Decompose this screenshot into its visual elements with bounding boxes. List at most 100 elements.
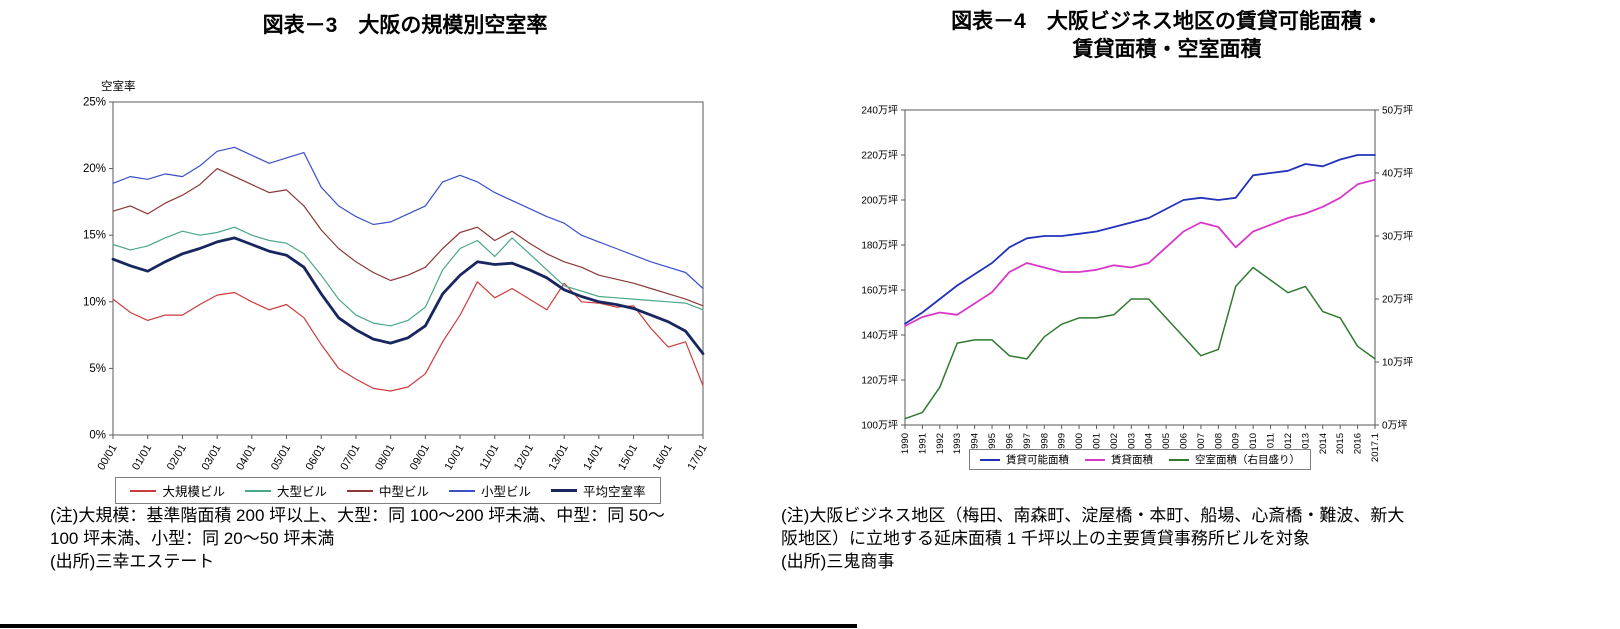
plot-border [112, 101, 704, 436]
legend-line-marker [1169, 458, 1189, 461]
svg-text:2013: 2013 [1300, 433, 1311, 454]
svg-text:2004: 2004 [1144, 433, 1155, 454]
series-line-rented-area [904, 178, 1376, 327]
svg-text:100万坪: 100万坪 [861, 419, 898, 432]
figure-4-title-line-1: 図表－4 大阪ビジネス地区の賃貸可能面積・ [951, 10, 1383, 33]
legend-line-marker [130, 489, 157, 492]
x-axis: 1990 1991 1992 1993 1994 1995 1996 1997 1998 1999… [900, 425, 1381, 462]
floor-area-chart: 100万坪 120万坪 140万坪 160万坪 180万坪 200万坪 220万坪 240万坪… [861, 104, 1413, 463]
svg-text:09/01: 09/01 [408, 443, 432, 473]
svg-text:2006: 2006 [1179, 433, 1190, 454]
svg-text:1993: 1993 [952, 433, 963, 454]
figure-4-note-line-1: (注)大阪ビジネス地区（梅田、南森町、淀屋橋・本町、船場、心斎橋・難波、新大 [781, 506, 1405, 525]
legend-box: 賃貸可能面積 賃貸面積 空室面積（右目盛り） [969, 449, 1311, 470]
legend-line-marker [244, 489, 271, 492]
legend-label: 大規模ビル [162, 485, 225, 499]
svg-text:2002: 2002 [1109, 433, 1120, 454]
legend-line-marker [449, 489, 475, 492]
figure-3-source: (出所)三幸エステート [50, 552, 215, 572]
svg-text:1991: 1991 [917, 433, 928, 454]
vacancy-rate-chart: 0% 5% 10% 15% 20% 25% 00/01 01/01 02/01 03/01 04/0… [83, 79, 710, 473]
svg-text:5%: 5% [89, 363, 106, 375]
svg-text:13/01: 13/01 [547, 443, 571, 473]
svg-text:10万坪: 10万坪 [1382, 356, 1413, 369]
svg-text:2012: 2012 [1283, 433, 1294, 454]
legend-label: 中型ビル [378, 485, 429, 499]
legend-item-large-scale: 大規模ビル [130, 481, 225, 500]
legend-label: 小型ビル [481, 485, 532, 499]
y-axis-title: 空室率 [101, 79, 136, 93]
svg-text:01/01: 01/01 [130, 443, 154, 473]
svg-text:2017.1: 2017.1 [1370, 433, 1381, 462]
svg-text:1992: 1992 [935, 433, 946, 454]
svg-text:0万坪: 0万坪 [1382, 419, 1408, 432]
page-bottom-rule [0, 624, 857, 628]
y-axis-right: 0万坪 10万坪 20万坪 30万坪 40万坪 50万坪 [1375, 104, 1413, 432]
legend-label: 賃貸面積 [1111, 454, 1153, 466]
svg-text:12/01: 12/01 [512, 443, 536, 473]
figure-4-source: (出所)三鬼商事 [781, 552, 895, 572]
svg-text:2007: 2007 [1196, 433, 1207, 454]
series-line-large-scale [112, 281, 704, 392]
svg-text:05/01: 05/01 [269, 443, 293, 473]
series-line-average [111, 236, 705, 356]
figure-4-chart-area: 100万坪 120万坪 140万坪 160万坪 180万坪 200万坪 220万坪 240万坪… [850, 98, 1430, 471]
svg-text:16/01: 16/01 [651, 443, 675, 473]
figure-4-title: 図表－4 大阪ビジネス地区の賃貸可能面積・ 賃貸面積・空室面積 [779, 8, 1555, 63]
svg-text:1997: 1997 [1022, 433, 1033, 454]
svg-text:03/01: 03/01 [200, 443, 224, 473]
legend-item-rentable-area: 賃貸可能面積 [980, 452, 1069, 467]
legend-label: 賃貸可能面積 [1006, 454, 1069, 466]
svg-text:15%: 15% [83, 230, 106, 242]
svg-text:07/01: 07/01 [338, 443, 362, 473]
svg-text:20万坪: 20万坪 [1382, 293, 1413, 306]
legend-item-large: 大型ビル [244, 481, 327, 500]
svg-text:220万坪: 220万坪 [861, 149, 898, 162]
svg-text:240万坪: 240万坪 [861, 104, 898, 117]
svg-text:20%: 20% [83, 163, 106, 175]
legend-label: 空室面積（右目盛り） [1195, 454, 1300, 466]
series-line-large [112, 226, 704, 327]
series-line-medium [112, 167, 704, 307]
svg-text:00/01: 00/01 [95, 443, 119, 473]
svg-text:02/01: 02/01 [165, 443, 189, 473]
svg-text:1990: 1990 [900, 433, 911, 454]
svg-text:2014: 2014 [1318, 433, 1329, 454]
svg-text:0%: 0% [89, 430, 106, 442]
svg-text:2005: 2005 [1161, 433, 1172, 454]
svg-text:1996: 1996 [1004, 433, 1015, 454]
series-line-rentable-area [904, 154, 1376, 325]
svg-text:1999: 1999 [1057, 433, 1068, 454]
svg-text:40万坪: 40万坪 [1382, 167, 1413, 180]
svg-text:06/01: 06/01 [304, 443, 328, 473]
legend-item-small: 小型ビル [449, 481, 531, 500]
figure-3-legend: 大規模ビル 大型ビル 中型ビル 小型ビル 平均空室率 [58, 477, 718, 504]
svg-text:140万坪: 140万坪 [861, 329, 898, 342]
legend-item-average: 平均空室率 [551, 481, 646, 500]
figure-3-note-line-1: (注)大規模：基準階面積 200 坪以上、大型：同 100～200 坪未満、中型… [50, 506, 665, 525]
y-axis-left: 100万坪 120万坪 140万坪 160万坪 180万坪 200万坪 220万坪 240万坪 [861, 104, 905, 432]
legend-label: 平均空室率 [583, 485, 646, 499]
x-axis: 00/01 01/01 02/01 03/01 04/01 05/01 06/01 07/01… [95, 435, 710, 473]
svg-text:2010: 2010 [1248, 433, 1259, 454]
svg-text:15/01: 15/01 [616, 443, 640, 473]
svg-text:180万坪: 180万坪 [861, 239, 898, 252]
svg-text:08/01: 08/01 [373, 443, 397, 473]
svg-text:160万坪: 160万坪 [861, 284, 898, 297]
svg-text:25%: 25% [83, 97, 106, 109]
figure-4-title-line-2: 賃貸面積・空室面積 [1072, 37, 1262, 61]
legend-line-marker [551, 489, 578, 492]
legend-item-medium: 中型ビル [346, 481, 429, 500]
svg-text:11/01: 11/01 [478, 443, 502, 472]
plot-border [904, 109, 1376, 426]
svg-text:2000: 2000 [1074, 433, 1085, 454]
legend-line-marker [1085, 458, 1105, 461]
svg-text:17/01: 17/01 [685, 443, 709, 473]
figure-3-title: 図表－3 大阪の規模別空室率 [262, 14, 548, 37]
svg-text:2003: 2003 [1126, 433, 1137, 454]
legend-line-marker [980, 458, 1000, 461]
figure-4-notes: (注)大阪ビジネス地区（梅田、南森町、淀屋橋・本町、船場、心斎橋・難波、新大 阪… [781, 504, 1581, 573]
svg-text:50万坪: 50万坪 [1382, 104, 1413, 117]
svg-text:14/01: 14/01 [581, 443, 605, 473]
svg-text:2016: 2016 [1353, 433, 1364, 454]
